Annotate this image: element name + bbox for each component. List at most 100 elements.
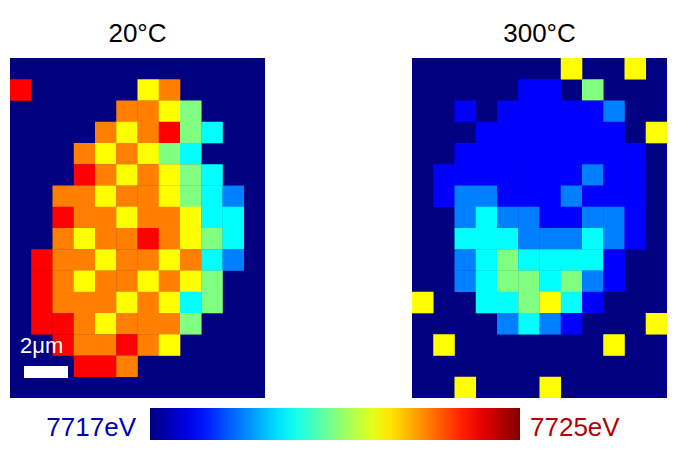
scale-bar-label: 2μm [20,333,63,358]
map-cell [95,292,117,314]
map-cell [180,143,202,165]
colorbar-tick [150,408,151,440]
map-cell [138,79,160,101]
map-cell [433,164,455,186]
map-cell [540,101,562,123]
map-cell [159,228,181,250]
colorbar-label: 7725eV [530,412,620,442]
map-background [10,58,265,398]
map-cell [455,164,477,186]
map-cell [540,313,562,335]
map-cell [540,143,562,165]
map-cell [159,313,181,335]
map-cell [603,271,625,293]
map-cell [540,292,562,314]
map-cell [603,334,625,356]
map-cell [138,313,160,335]
map-cell [53,313,75,335]
map-cell [180,122,202,144]
map-cell [476,143,498,165]
map-cell [74,356,96,378]
map-cell [138,207,160,229]
map-cell [518,143,540,165]
map-cell [116,292,138,314]
map-cell [412,292,434,314]
map-cell [476,122,498,144]
map-cell [116,143,138,165]
map-cell [138,292,160,314]
map-cell [476,249,498,271]
map-cell [540,122,562,144]
map-cell [116,101,138,123]
map-cell [476,207,498,229]
map-cell [180,207,202,229]
map-cell [95,249,117,271]
map-cell [201,228,223,250]
map-cell [31,271,53,293]
map-cell [518,186,540,208]
map-cell [561,292,583,314]
map-cell [625,207,647,229]
map-cell [10,79,32,101]
map-cell [540,271,562,293]
map-cell [180,101,202,123]
figure: 20°C2μm300°C7717eV7725eV [0,0,699,475]
map-cell [180,313,202,335]
map-cell [95,356,117,378]
map-cell [116,164,138,186]
map-cell [223,207,245,229]
map-cell [159,122,181,144]
map-cell [540,79,562,101]
map-cell [603,249,625,271]
map-cell [518,249,540,271]
map-cell [455,207,477,229]
map-cell [95,122,117,144]
map-cell [116,122,138,144]
map-cell [138,101,160,123]
map-cell [540,164,562,186]
map-cell [561,164,583,186]
panel: 300°C [412,18,667,398]
map-cell [201,292,223,314]
map-cell [74,249,96,271]
map-cell [561,228,583,250]
map-cell [180,164,202,186]
map-cell [201,164,223,186]
map-cell [540,228,562,250]
cells [10,79,244,377]
map-cell [180,292,202,314]
map-cell [497,122,519,144]
map-cell [582,292,604,314]
map-cell [180,271,202,293]
panel: 20°C2μm [10,18,265,398]
map-cell [31,249,53,271]
map-cell [95,313,117,335]
scale-bar: 2μm [20,333,68,378]
map-cell [518,79,540,101]
map-cell [159,186,181,208]
map-cell [31,313,53,335]
map-cell [625,228,647,250]
map-cell [53,186,75,208]
map-cell [116,207,138,229]
map-cell [74,313,96,335]
map-cell [603,122,625,144]
map-cell [497,101,519,123]
map-cell [31,292,53,314]
map-cell [95,271,117,293]
map-cell [201,122,223,144]
map-cell [561,186,583,208]
map-cell [582,207,604,229]
map-cell [603,186,625,208]
map-cell [95,164,117,186]
map-cell [116,334,138,356]
map-cell [223,186,245,208]
map-cell [582,164,604,186]
map-cell [561,271,583,293]
map-cell [561,313,583,335]
map-cell [497,186,519,208]
map-cell [540,186,562,208]
map-cell [116,186,138,208]
map-cell [159,143,181,165]
map-cell [138,249,160,271]
